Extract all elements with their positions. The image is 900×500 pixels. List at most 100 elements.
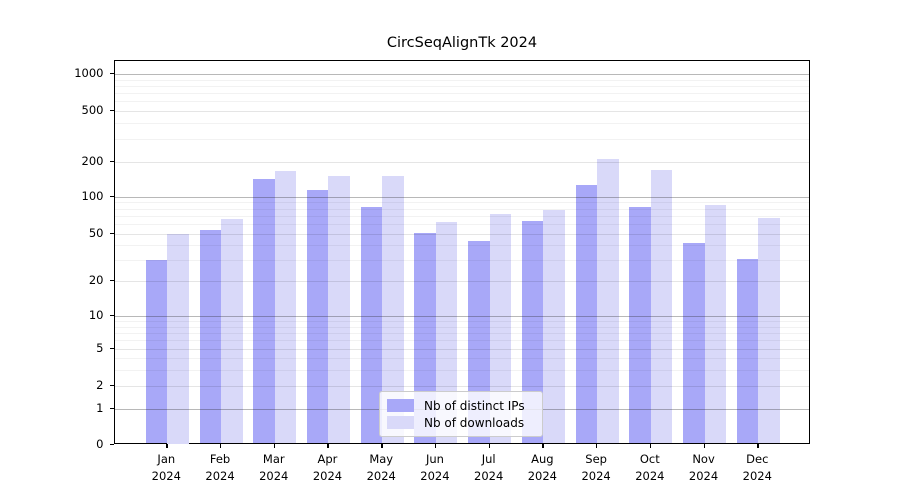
y-tick-label-20: 20 bbox=[88, 273, 104, 287]
bar-distinct-ips-jun bbox=[414, 232, 436, 444]
x-tick bbox=[381, 443, 383, 448]
x-tick-label-jul: Jul 2024 bbox=[474, 451, 504, 483]
y-tick bbox=[109, 280, 114, 282]
gridline-2 bbox=[115, 386, 809, 387]
gridline-10 bbox=[115, 316, 809, 317]
bar-downloads-jan bbox=[167, 234, 189, 444]
bar-downloads-jul bbox=[489, 214, 512, 444]
x-tick-label-apr: Apr 2024 bbox=[312, 451, 343, 483]
x-tick bbox=[488, 443, 490, 448]
bar-distinct-ips-oct bbox=[629, 207, 651, 444]
bar-distinct-ips-jan bbox=[145, 260, 168, 444]
bar-distinct-ips-sep bbox=[575, 184, 598, 444]
y-tick-label-100: 100 bbox=[81, 188, 104, 203]
y-tick bbox=[109, 195, 114, 197]
bar-downloads-sep bbox=[597, 158, 619, 444]
x-tick-label-jan: Jan 2024 bbox=[151, 451, 181, 483]
gridline-800 bbox=[115, 85, 809, 87]
legend-item-downloads: Nb of downloads bbox=[387, 416, 535, 430]
x-tick bbox=[273, 443, 276, 448]
y-tick-label-50: 50 bbox=[88, 226, 104, 240]
bar-downloads-nov bbox=[704, 204, 727, 444]
y-tick bbox=[109, 161, 114, 163]
gridline-4 bbox=[115, 358, 809, 359]
y-tick bbox=[109, 408, 114, 410]
gridline-5 bbox=[115, 349, 809, 350]
x-tick-label-oct: Oct 2024 bbox=[635, 451, 665, 483]
gridline-900 bbox=[115, 79, 809, 81]
gridline-600 bbox=[115, 101, 809, 103]
x-tick bbox=[596, 443, 598, 448]
legend: Nb of distinct IPs Nb of downloads bbox=[379, 391, 543, 437]
y-tick-label-0: 0 bbox=[96, 436, 104, 451]
bar-downloads-jun bbox=[435, 222, 458, 444]
x-tick-label-may: May 2024 bbox=[366, 451, 396, 483]
bar-distinct-ips-mar bbox=[253, 179, 275, 444]
bar-downloads-apr bbox=[328, 175, 350, 444]
legend-swatch-distinct-ips bbox=[387, 399, 414, 412]
y-tick-label-10: 10 bbox=[88, 308, 104, 322]
plot-area bbox=[114, 60, 810, 444]
x-tick-label-nov: Nov 2024 bbox=[688, 451, 719, 483]
gridline-20 bbox=[115, 281, 809, 282]
gridline-80 bbox=[115, 208, 809, 210]
x-tick bbox=[542, 443, 544, 448]
legend-label: Nb of downloads bbox=[424, 415, 525, 430]
gridline-300 bbox=[115, 139, 809, 141]
y-tick bbox=[109, 233, 114, 235]
x-tick-label-mar: Mar 2024 bbox=[259, 451, 289, 483]
bar-downloads-oct bbox=[650, 170, 673, 444]
y-tick bbox=[109, 348, 114, 350]
x-tick bbox=[220, 443, 222, 448]
y-tick-label-200: 200 bbox=[81, 154, 104, 168]
x-tick bbox=[166, 443, 168, 448]
gridline-700 bbox=[115, 93, 809, 95]
bar-distinct-ips-nov bbox=[683, 242, 705, 444]
y-tick-label-1: 1 bbox=[96, 401, 104, 415]
bar-downloads-feb bbox=[221, 218, 243, 444]
y-tick bbox=[109, 443, 114, 445]
x-tick-label-feb: Feb 2024 bbox=[205, 451, 235, 483]
gridline-7 bbox=[115, 332, 809, 334]
bar-distinct-ips-may bbox=[360, 207, 383, 444]
bar-downloads-mar bbox=[274, 171, 297, 444]
x-tick bbox=[757, 443, 759, 448]
x-tick-label-jun: Jun 2024 bbox=[420, 451, 450, 483]
bar-distinct-ips-feb bbox=[199, 229, 222, 444]
y-tick bbox=[109, 315, 114, 317]
bar-distinct-ips-apr bbox=[306, 189, 329, 444]
y-tick-label-500: 500 bbox=[81, 103, 104, 117]
bar-distinct-ips-dec bbox=[736, 258, 759, 444]
gridline-30 bbox=[115, 260, 809, 262]
y-tick bbox=[109, 385, 114, 387]
x-tick-label-aug: Aug 2024 bbox=[527, 451, 558, 483]
y-tick bbox=[109, 73, 114, 75]
x-tick bbox=[434, 443, 437, 448]
bar-downloads-dec bbox=[758, 218, 780, 444]
gridline-100 bbox=[115, 196, 809, 198]
gridline-400 bbox=[115, 123, 809, 125]
gridline-70 bbox=[115, 215, 809, 217]
gridline-60 bbox=[115, 224, 809, 226]
legend-label: Nb of distinct IPs bbox=[424, 398, 525, 413]
legend-item-distinct-ips: Nb of distinct IPs bbox=[387, 399, 535, 413]
gridline-1000 bbox=[115, 74, 809, 75]
bar-downloads-aug bbox=[543, 209, 565, 444]
gridline-90 bbox=[115, 202, 809, 204]
gridline-9 bbox=[115, 321, 809, 323]
gridline-8 bbox=[115, 326, 809, 328]
x-tick-label-sep: Sep 2024 bbox=[581, 451, 611, 483]
gridline-500 bbox=[115, 111, 809, 112]
gridline-6 bbox=[115, 340, 809, 342]
x-tick-label-dec: Dec 2024 bbox=[742, 451, 772, 483]
bar-downloads-may bbox=[382, 175, 404, 444]
x-tick bbox=[649, 443, 652, 448]
x-tick bbox=[327, 443, 329, 448]
y-tick-label-2: 2 bbox=[96, 378, 104, 392]
gridline-50 bbox=[115, 234, 809, 235]
gridline-200 bbox=[115, 162, 809, 163]
legend-swatch-downloads bbox=[387, 416, 414, 429]
gridline-40 bbox=[115, 245, 809, 247]
chart-title: CircSeqAlignTk 2024 bbox=[386, 35, 538, 51]
